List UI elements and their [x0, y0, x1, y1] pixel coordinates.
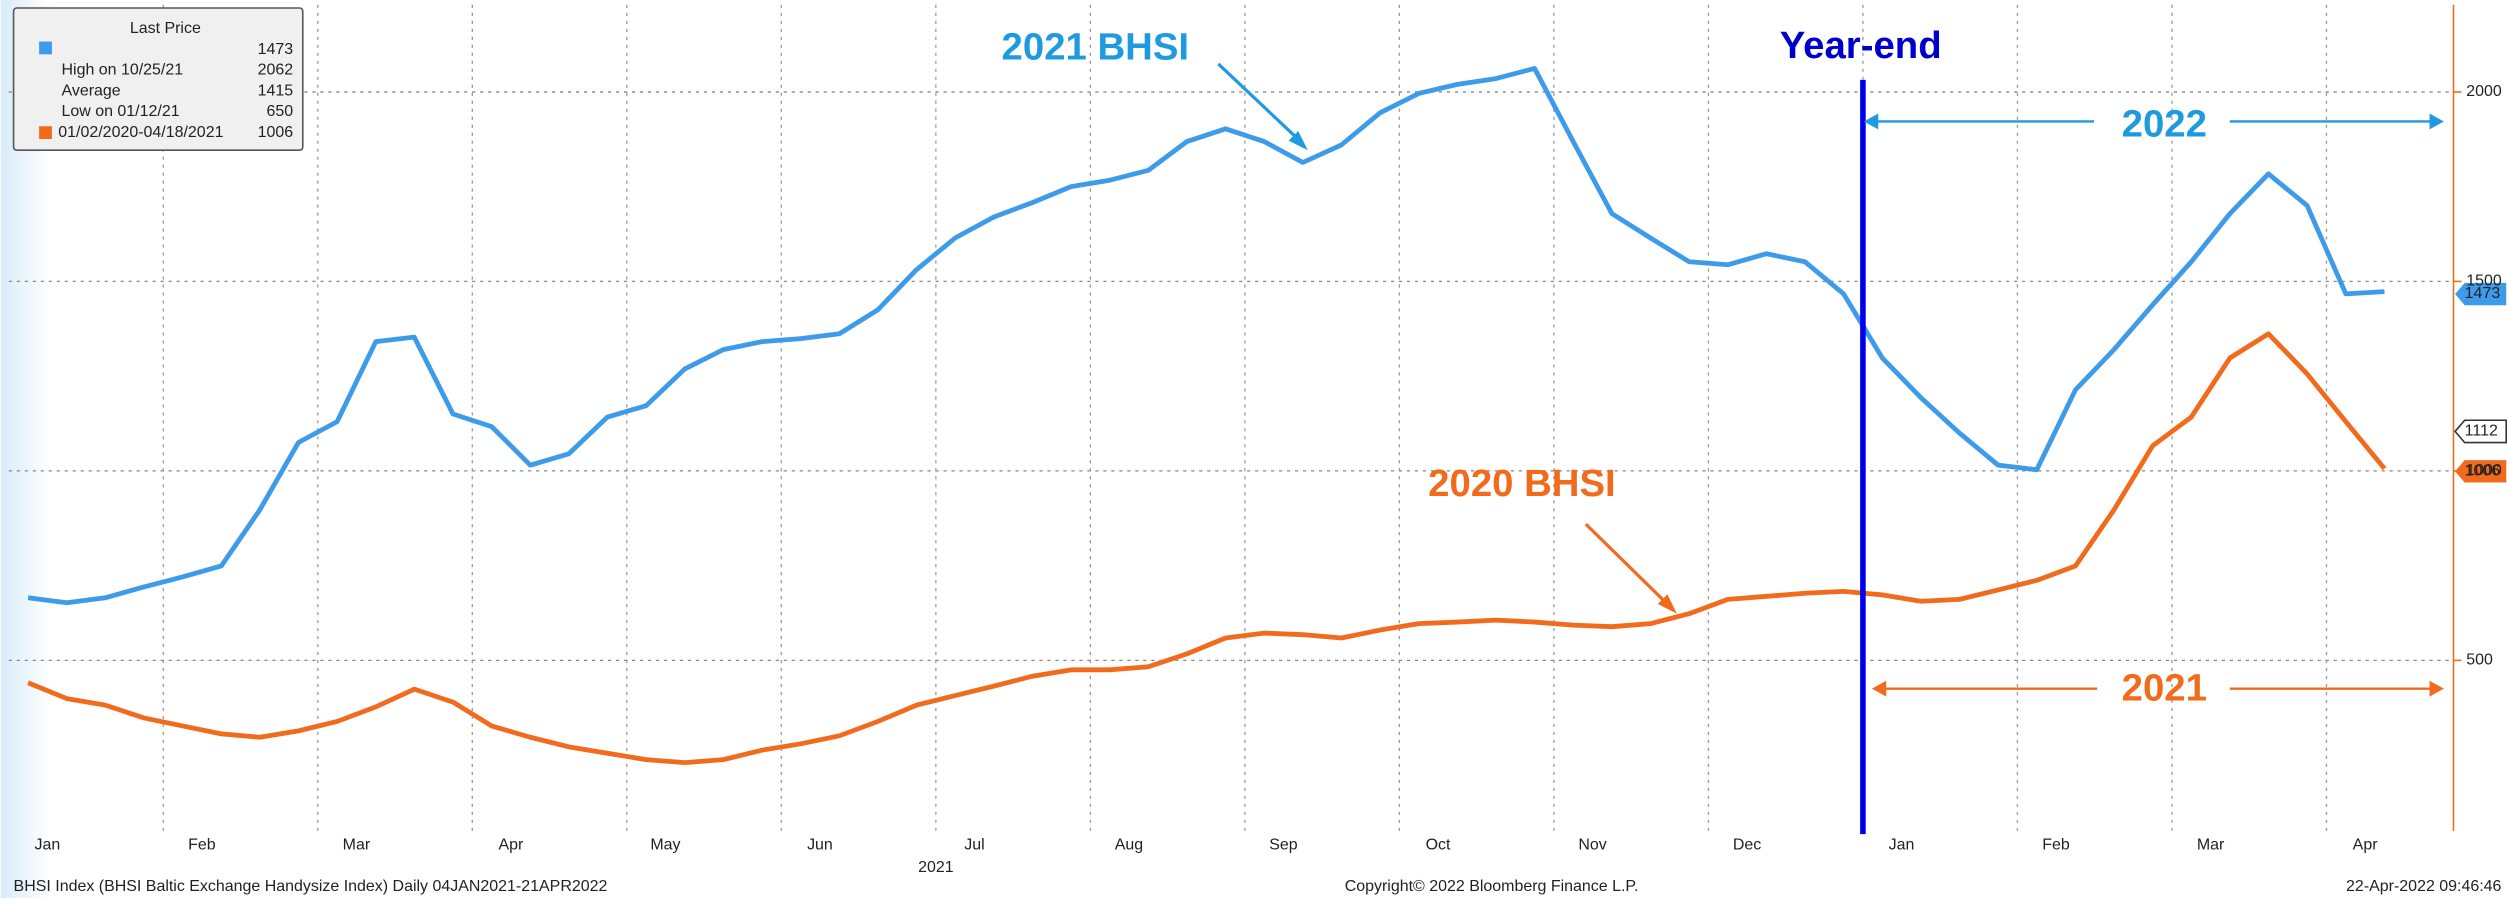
arrow-head [1657, 594, 1677, 614]
legend-label: High on 10/25/21 [61, 62, 183, 79]
legend-swatch [39, 41, 52, 55]
year-end-label: Year-end [1780, 24, 1942, 67]
arrow [1217, 62, 1305, 145]
x-tick-label: May [650, 836, 680, 853]
footer-center: Copyright© 2022 Bloomberg Finance L.P. [1345, 878, 1639, 895]
x-tick-label: Oct [1426, 836, 1451, 853]
legend-frame [12, 7, 304, 151]
x-tick-label: Mar [343, 836, 371, 853]
x-tick-label: Jul [964, 836, 984, 853]
price-tag-label: 1112 [2465, 423, 2498, 440]
x-tick-label: Dec [1733, 836, 1761, 853]
legend-value: 1473 [258, 41, 294, 58]
arrow-head [1288, 131, 1308, 151]
series-line [27, 65, 2385, 606]
legend-label: Low on 01/12/21 [61, 103, 179, 120]
legend-label: 01/02/2020-04/18/2021 [58, 124, 223, 141]
price-tag-box [2454, 419, 2507, 444]
x-tick-label: Mar [2197, 836, 2225, 853]
legend-title: Last Price [130, 20, 201, 37]
span-label: 2021 [2122, 666, 2207, 709]
span-label: 2022 [2122, 102, 2207, 145]
legend-value: 2062 [258, 62, 294, 79]
x-tick-label: Apr [499, 836, 525, 853]
x-tick-label: Jan [35, 836, 61, 853]
y-tick-label: 500 [2466, 652, 2493, 669]
annotation: 2021 BHSI [1002, 26, 1190, 69]
x-tick-label: Feb [2042, 836, 2070, 853]
legend-box: Last Price 1473 High on 10/25/21 2062 Avera… [12, 7, 304, 151]
price-tag-box [2455, 460, 2507, 483]
y-tick-label: 1500 [2466, 273, 2502, 290]
x-tick-label: Jan [1889, 836, 1915, 853]
series-line [27, 331, 2387, 766]
grid [8, 4, 2462, 831]
y-tick-label: 2000 [2466, 83, 2502, 100]
legend-value: 1006 [258, 124, 294, 141]
y-tick-label: 1000 [2466, 462, 2502, 479]
x-tick-label: Feb [188, 836, 216, 853]
x-tick-label: Sep [1269, 836, 1298, 853]
price-tag-label: 1006 [2465, 463, 2501, 480]
x-tick-label: Jun [807, 836, 833, 853]
footer-right: 22-Apr-2022 09:46:46 [2346, 878, 2501, 895]
x-year-label: 2021 [918, 859, 954, 876]
price-tag-box [2455, 282, 2507, 306]
marks [27, 65, 2387, 766]
price-tag-label: 1473 [2465, 285, 2501, 302]
legend-swatch [39, 126, 52, 140]
legend-value: 1415 [258, 82, 294, 99]
annotation: 2020 BHSI [1428, 462, 1616, 505]
x-tick-label: Aug [1115, 836, 1143, 853]
x-tick-label: Apr [2353, 836, 2379, 853]
legend-value: 650 [267, 103, 294, 120]
x-tick-label: Nov [1578, 836, 1606, 853]
arrow [1584, 522, 1672, 609]
footer-left: BHSI Index (BHSI Baltic Exchange Handysi… [14, 878, 608, 895]
legend-label: Average [61, 82, 120, 99]
